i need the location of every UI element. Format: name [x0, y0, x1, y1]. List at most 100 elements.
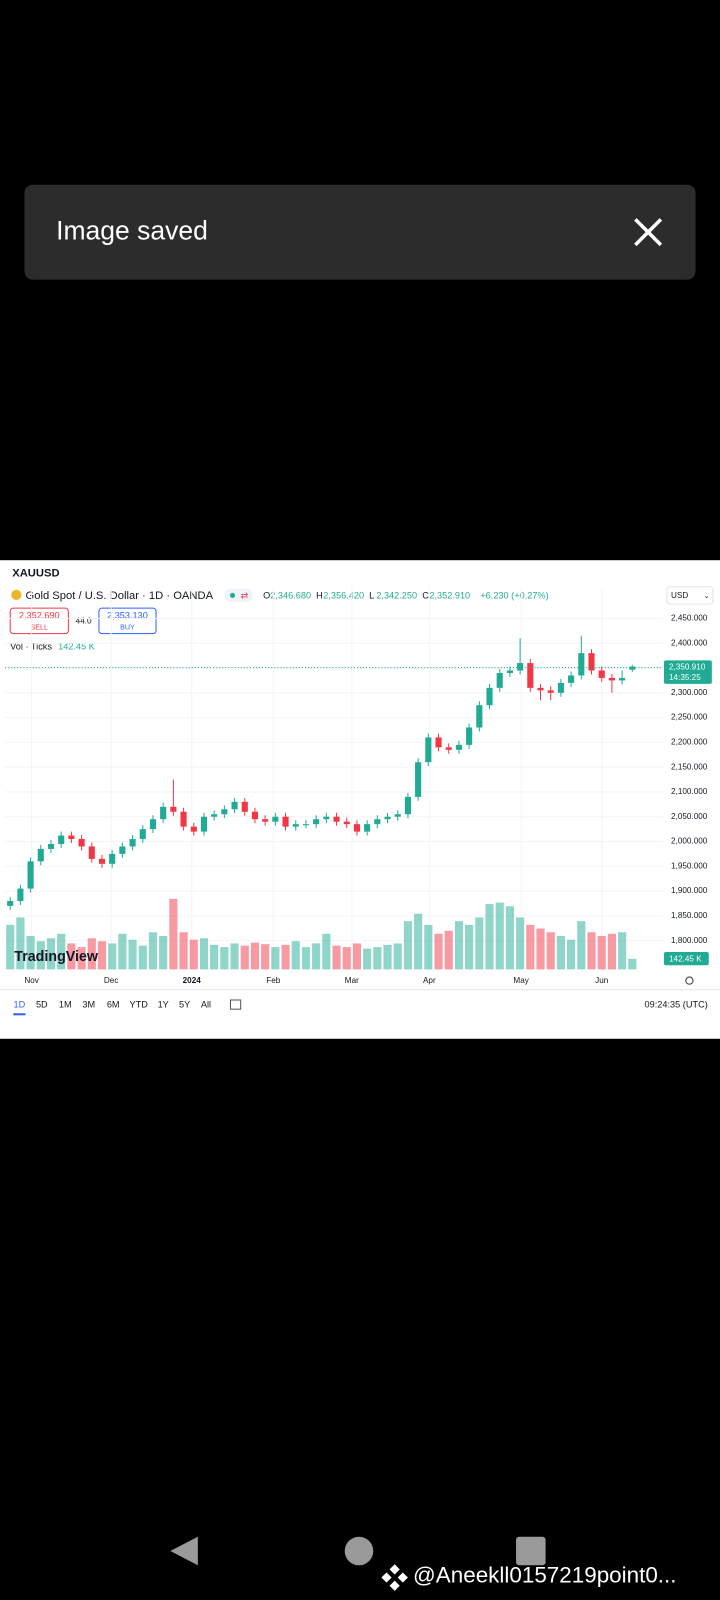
candle-body	[190, 826, 197, 832]
settings-icon[interactable]	[685, 976, 694, 985]
countdown: 14:35:25	[669, 673, 701, 682]
candle-body	[506, 670, 513, 673]
volume-bar	[189, 939, 198, 970]
currency-select[interactable]	[666, 586, 714, 605]
candle-body	[180, 811, 187, 827]
x-tick-label: Mar	[345, 976, 359, 985]
candle-body	[17, 888, 24, 901]
period-button[interactable]: 1Y	[158, 1000, 169, 1010]
candle-body	[170, 806, 177, 812]
nav-recent[interactable]	[516, 1536, 546, 1566]
ohlc-key: H	[316, 590, 323, 600]
volume-bar	[240, 945, 249, 970]
last-volume-box	[663, 952, 709, 966]
candle-body	[149, 819, 157, 830]
y-tick-label: 2,050.000	[671, 812, 708, 821]
volume-bar	[424, 924, 433, 970]
candle-body	[404, 796, 411, 815]
candle-body	[160, 806, 167, 820]
last-price-box	[663, 660, 712, 684]
y-tick-label: 2,400.000	[671, 638, 708, 647]
candle-body	[364, 824, 371, 832]
candle-body	[129, 839, 136, 847]
candle-body	[629, 666, 636, 670]
volume-bar	[138, 945, 147, 970]
period-button[interactable]: 5Y	[179, 1000, 190, 1010]
candle-body	[619, 677, 626, 681]
x-tick-label: May	[513, 976, 529, 985]
period-button[interactable]: 1M	[59, 1000, 72, 1010]
buy-label: BUY	[120, 623, 135, 631]
period-button[interactable]: 1D	[14, 1000, 26, 1010]
volume-bar	[77, 947, 86, 970]
candle-body	[466, 727, 473, 745]
volume-bar	[159, 935, 168, 970]
period-button[interactable]: 6M	[107, 1000, 120, 1010]
volume-bar	[567, 939, 576, 970]
volume-bar	[250, 942, 260, 970]
volume-bar	[536, 928, 545, 970]
x-tick-label: Dec	[104, 976, 119, 985]
volume-bar	[342, 947, 351, 970]
period-button[interactable]: YTD	[130, 1000, 149, 1010]
candle-body	[353, 824, 360, 832]
candle-body	[343, 821, 350, 825]
candle-body	[272, 816, 279, 822]
volume-bar	[577, 921, 586, 970]
nav-back[interactable]	[170, 1536, 198, 1566]
candle-body	[37, 848, 44, 862]
buy-price: 2,353.130	[107, 611, 148, 621]
ohlc-legend: O 2,346.680 H 2,356.420 L 2,342.250 C 2,352.910…	[263, 590, 549, 600]
volume-bar	[475, 917, 484, 970]
y-tick-label: 1,950.000	[671, 861, 708, 870]
ohlc-value: 2,352.910	[429, 590, 470, 600]
status-icon: ⇄	[241, 590, 249, 600]
period-button[interactable]: 3M	[82, 1000, 95, 1010]
buy-button[interactable]	[98, 607, 157, 635]
toast	[24, 184, 696, 280]
candle-body	[200, 816, 208, 832]
x-tick-label: 2024	[183, 976, 202, 985]
candle-body	[476, 705, 483, 728]
candle-body	[109, 853, 116, 864]
ohlc-value: 2,346.680	[270, 590, 311, 600]
candle-body	[302, 824, 310, 826]
volume-bar	[607, 933, 616, 970]
candle-body	[139, 829, 146, 840]
close-button[interactable]	[634, 218, 663, 247]
candle-body	[527, 663, 534, 688]
y-tick-label: 1,800.000	[671, 936, 708, 945]
y-tick-label: 2,250.000	[671, 713, 708, 722]
volume-bar	[414, 913, 423, 970]
candle-body	[251, 811, 259, 820]
candle-body	[455, 744, 462, 750]
volume-bar	[220, 947, 229, 970]
x-tick-label: Nov	[24, 976, 39, 985]
volume-bar	[87, 938, 96, 970]
y-tick-label: 1,850.000	[671, 911, 708, 920]
volume-bar	[495, 902, 504, 970]
x-tick-label: Jun	[595, 976, 608, 985]
candle-body	[231, 801, 238, 810]
ohlc-key: O	[263, 590, 270, 600]
calendar-icon[interactable]	[229, 999, 242, 1010]
y-tick-label: 2,000.000	[671, 837, 708, 846]
volume-bar	[465, 924, 474, 970]
nav-home[interactable]	[344, 1536, 374, 1566]
period-button[interactable]: All	[201, 1000, 211, 1010]
volume-bar	[97, 941, 107, 970]
dropdown-arrow: ⌄	[704, 592, 710, 600]
candle-body	[384, 816, 391, 820]
period-button[interactable]: 5D	[36, 1000, 48, 1010]
volume-bar	[393, 943, 402, 970]
sell-button[interactable]	[9, 607, 69, 635]
spread: 44.0	[76, 617, 92, 626]
candle-body	[578, 653, 585, 676]
candle-body	[374, 819, 381, 825]
volume-bar	[505, 906, 514, 970]
volume-bar	[169, 898, 178, 970]
ohlc-change: +6.230 (+0.27%)	[480, 590, 548, 600]
volume-bar	[322, 933, 331, 970]
volume-bar	[281, 944, 290, 970]
